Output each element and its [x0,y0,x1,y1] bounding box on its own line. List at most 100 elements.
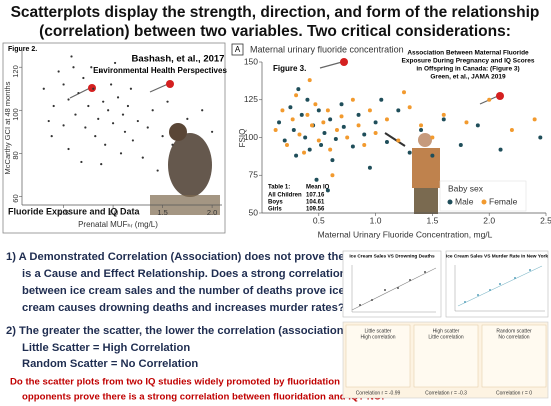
point [294,153,299,158]
point [373,130,378,135]
point [396,138,401,143]
legend-label: Male [455,196,474,206]
figure-title: Green, et al., JAMA 2019 [430,74,506,81]
table-header: Mean IQ [306,185,330,191]
table-cell: All Children [268,193,302,199]
question-line: Do the scatter plots from two IQ studies… [10,377,340,388]
point [90,66,93,69]
murder-thumbnail: Ice Cream Sales VS Murder Rate in New Yo… [445,250,549,318]
point [210,130,214,133]
hunter-illustration [384,132,440,214]
point [94,135,97,138]
point [305,112,310,117]
y-tick-label: 80 [11,151,20,159]
point [82,76,85,80]
point [50,135,53,138]
y-axis-label: FSIQ [238,129,247,148]
point [100,70,103,73]
y-tick-label: 60 [11,194,20,202]
x-tick-label: 1.0 [108,208,118,217]
point [305,97,310,102]
point [379,97,384,102]
x-tick-label: 1.5 [426,215,438,225]
thumbnail-title: Ice Cream Sales VS Murder Rate in New Yo… [446,253,549,259]
point [350,144,355,149]
point-line: 1) A Demonstrated Correlation (Associati… [6,251,355,263]
point [129,87,133,90]
point [52,104,55,108]
y-tick-label: 100 [244,132,258,142]
point [284,143,289,148]
citation: Bashash, et al., 2017 [132,54,225,65]
x-tick-label: 1.0 [370,215,382,225]
legend-swatch [447,199,453,205]
y-tick-label: 100 [11,108,20,121]
point [367,165,372,170]
point [339,102,344,107]
point [396,108,401,113]
point [113,61,117,65]
thumbnail-label: No correlation [498,334,529,340]
point [62,124,65,127]
point [151,109,154,112]
dart [69,84,96,99]
table-cell: Boys [268,200,283,206]
point [161,135,164,138]
point-line: is a Cause and Effect Relationship. Does… [22,268,347,280]
point [356,123,361,128]
point [126,104,130,108]
point [458,143,463,148]
y-tick-label: 150 [244,56,258,66]
point [74,113,77,116]
point [57,70,60,73]
point [325,108,330,113]
point [47,119,50,123]
x-tick-label: 2.5 [540,215,551,225]
point [277,120,282,125]
point [288,105,293,110]
point [121,113,125,116]
figure-label: Figure 3. [273,64,306,73]
question-line: opponents prove there is a strong correl… [22,392,384,403]
point [104,143,107,146]
dart [149,80,174,93]
point [123,130,127,133]
point [303,135,308,140]
point [328,117,333,122]
x-axis-label: Maternal Urinary Fluoride Concentration,… [318,229,493,239]
point [341,124,346,129]
point [487,97,492,102]
point [498,147,503,152]
figure-title: Exposure During Pregnancy and IQ Scores [402,58,535,65]
plot-right-chart: 0.5 1.0 1.5 2.0 2.5 50 75 100 125 150 [244,56,551,225]
x-axis-label: Prenatal MUFₕᵣ (mg/L) [78,220,158,229]
caption: Fluoride Exposure and IQ Data [8,206,141,216]
point [302,150,307,155]
point [356,112,361,117]
thumbnail-label: Random scatter [496,328,532,334]
point [407,105,412,110]
thumbnail-caption: Correlation r = 0 [496,390,532,396]
point [475,123,480,128]
point [141,156,144,159]
point [321,120,326,125]
point [102,100,105,103]
table-cell: 107.16 [306,193,325,199]
point [166,100,169,103]
point [402,90,406,95]
point [110,83,113,86]
table-cell: 104.61 [306,200,325,206]
point [201,109,204,112]
point [290,117,295,122]
y-tick-label: 125 [244,94,258,104]
point [307,147,312,152]
point [291,127,296,132]
y-tick-label: 75 [249,170,259,180]
point [319,143,324,148]
point [156,169,159,172]
thumbnail-label: High correlation [360,334,395,340]
point-line: 2) The greater the scatter, the lower th… [6,325,350,337]
point [328,147,333,152]
point [92,87,95,90]
